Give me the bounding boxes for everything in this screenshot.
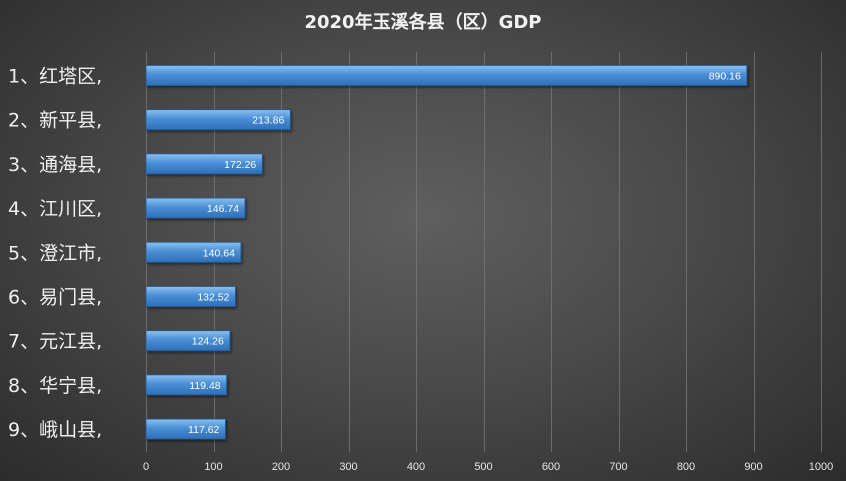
category-label: 2、新平县, [8,110,102,132]
bar [145,374,228,396]
bar [145,241,242,263]
category-label: 6、易门县, [8,287,102,309]
category-label: 1、红塔区, [8,66,102,88]
x-axis-tick-labels: 0 100 200 300 400 500 600 700 800 900 1000 [143,461,833,473]
x-tick-label: 900 [744,461,762,473]
category-label: 8、华宁县, [8,375,102,397]
bar [145,286,236,307]
bar-value-label: 132.52 [197,292,229,304]
bar-value-label: 140.64 [203,247,235,259]
bar-value-label: 119.48 [189,380,220,392]
bars: 890.16 213.86 172.26 146.74 140.64 132.52 124.… [145,65,748,440]
x-tick-label: 600 [542,461,560,473]
bar [145,65,748,86]
bar [145,153,263,175]
bar-value-label: 146.74 [207,203,239,215]
category-label: 7、元江县, [8,331,102,353]
bar-value-label: 213.86 [252,115,284,127]
category-label: 9、峨山县, [8,419,102,441]
bar-value-label: 172.26 [224,159,256,171]
category-label: 5、澄江市, [8,242,102,264]
bar [145,197,246,219]
x-tick-label: 500 [474,461,492,473]
bar [145,330,231,352]
chart-title: 2020年玉溪各县（区）GDP [304,11,541,33]
x-tick-label: 800 [677,461,695,473]
category-label: 4、江川区, [8,198,102,220]
x-tick-label: 300 [339,461,357,473]
x-tick-label: 700 [609,461,627,473]
bar-value-label: 117.62 [188,424,219,436]
x-tick-label: 1000 [809,461,833,473]
x-tick-label: 100 [204,461,222,473]
category-labels: 1、红塔区, 2、新平县, 3、通海县, 4、江川区, 5、澄江市, 6、易门县, 7、元江… [8,66,102,442]
x-tick-label: 200 [272,461,290,473]
bar [145,109,291,131]
x-tick-label: 400 [407,461,425,473]
category-label: 3、通海县, [8,154,102,176]
bar-value-label: 890.16 [709,71,741,83]
x-tick-label: 0 [143,461,149,473]
bar-value-label: 124.26 [192,336,224,348]
bar [145,418,226,440]
